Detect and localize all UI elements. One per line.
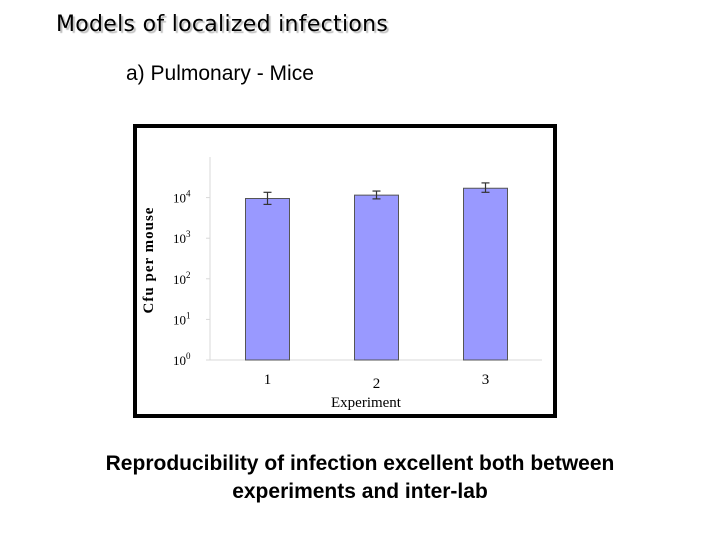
chart-subtitle: a) Pulmonary - Mice (126, 62, 314, 85)
y-tick-label: 104 (173, 189, 191, 206)
bar (463, 187, 508, 361)
bar-chart: 100 101 102 103 104 1 2 3 Cfu per mouse Experi… (141, 157, 542, 411)
x-tick-label: 2 (373, 376, 381, 392)
slide-title: Models of localized infections (56, 12, 389, 37)
y-tick-label: 101 (173, 310, 191, 327)
x-tick-label: 3 (482, 372, 490, 388)
x-tick-label: 1 (264, 372, 272, 388)
bar (245, 198, 290, 361)
x-axis-ticks: 1 2 3 (264, 372, 490, 392)
y-tick-label: 103 (173, 229, 191, 246)
chart-frame: 100 101 102 103 104 1 2 3 Cfu per mouse Experi… (133, 124, 557, 418)
caption-line-1: Reproducibility of infection excellent b… (105, 452, 615, 475)
y-tick-label: 100 (173, 351, 191, 368)
y-tick-label: 102 (173, 270, 191, 287)
caption-line-2: experiments and inter-lab (232, 480, 488, 503)
x-axis-label: Experiment (331, 395, 402, 411)
bars (245, 182, 508, 361)
bar (354, 194, 399, 361)
y-axis-label: Cfu per mouse (141, 207, 157, 314)
caption: Reproducibility of infection excellent b… (40, 450, 680, 506)
